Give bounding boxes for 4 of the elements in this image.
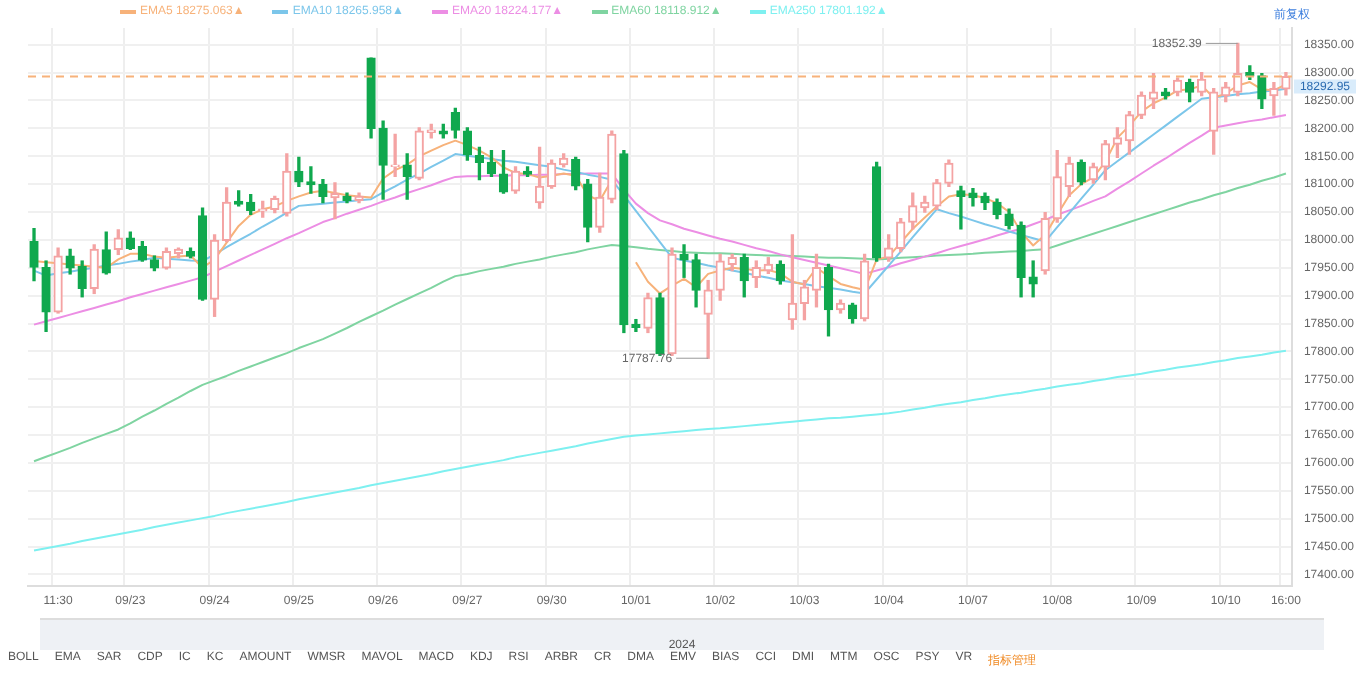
candlestick [1028, 260, 1038, 298]
candlestick [679, 244, 689, 278]
candlestick [956, 185, 966, 230]
candlestick [1269, 81, 1279, 116]
